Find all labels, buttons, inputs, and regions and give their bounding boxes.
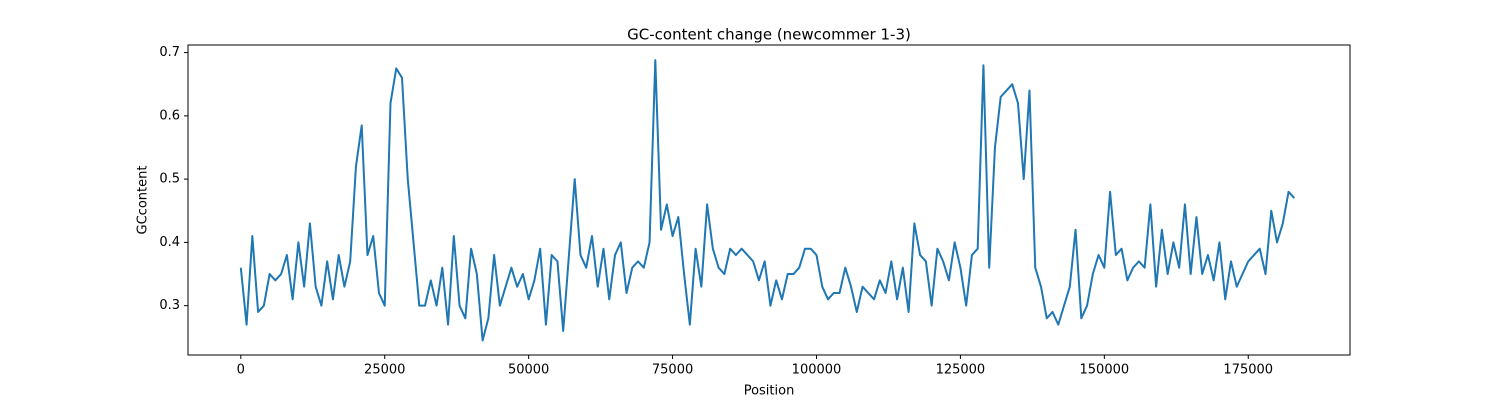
x-tick-label: 150000 [1080, 363, 1130, 378]
y-tick-label: 0.6 [159, 108, 180, 123]
y-tick-label: 0.4 [159, 235, 180, 250]
x-tick-label: 75000 [652, 363, 693, 378]
x-tick-label: 125000 [936, 363, 986, 378]
plot-frame [187, 44, 1351, 356]
x-tick-label: 100000 [792, 363, 842, 378]
y-tick-label: 0.5 [159, 172, 180, 187]
chart-title: GC-content change (newcommer 1-3) [627, 26, 911, 44]
y-tick-label: 0.3 [159, 298, 180, 313]
x-axis-label: Position [744, 384, 795, 399]
x-tick-label: 0 [237, 363, 245, 378]
y-tick-label: 0.7 [159, 45, 180, 60]
y-axis-label: GCcontent [136, 166, 151, 235]
x-tick-label: 175000 [1223, 363, 1273, 378]
data-line [239, 59, 1296, 342]
x-tick-label: 25000 [364, 363, 405, 378]
x-tick-label: 50000 [508, 363, 549, 378]
